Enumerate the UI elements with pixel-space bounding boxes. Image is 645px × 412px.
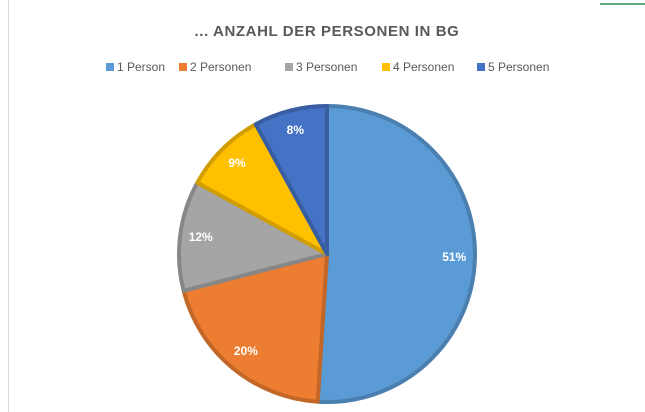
legend-swatch xyxy=(179,63,187,71)
pie-slice xyxy=(177,180,329,293)
legend-label: 1 Person xyxy=(117,60,165,74)
chart-title: ... ANZAHL DER PERSONEN IN BG xyxy=(195,23,460,40)
data-label: 20% xyxy=(234,344,258,358)
legend-label: 3 Personen xyxy=(296,60,357,74)
legend-label: 2 Personen xyxy=(190,60,251,74)
legend-swatch xyxy=(285,63,293,71)
legend-swatch xyxy=(106,63,114,71)
data-label: 8% xyxy=(287,123,305,137)
pie-slice xyxy=(253,104,329,256)
legend-swatch xyxy=(477,63,485,71)
legend-swatch xyxy=(382,63,390,71)
data-label: 12% xyxy=(189,230,213,244)
legend-label: 4 Personen xyxy=(393,60,454,74)
data-label: 51% xyxy=(442,250,466,264)
data-label: 9% xyxy=(228,156,246,170)
legend-label: 5 Personen xyxy=(488,60,549,74)
pie-slice xyxy=(181,252,329,404)
pie-slice xyxy=(315,104,477,404)
